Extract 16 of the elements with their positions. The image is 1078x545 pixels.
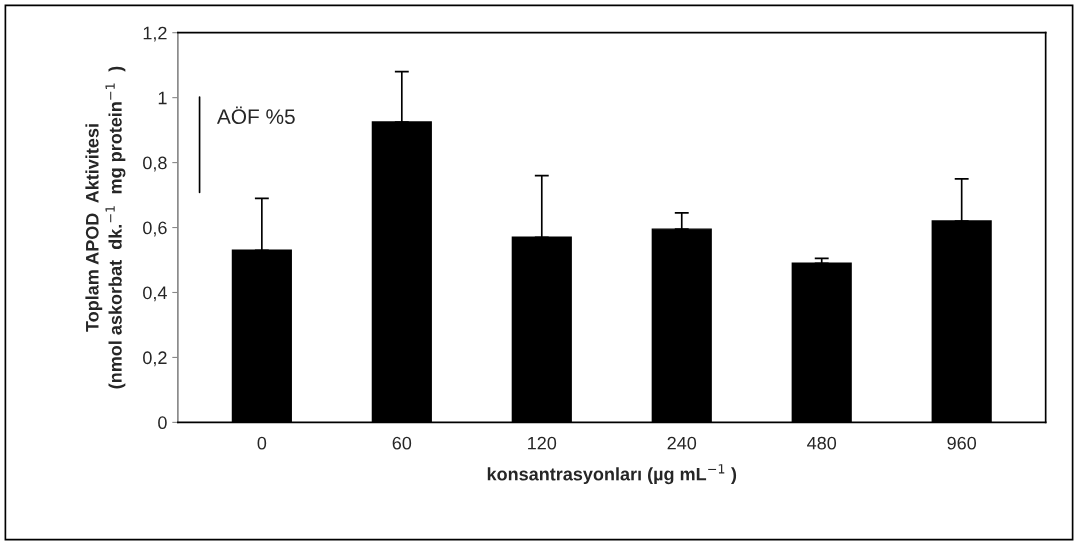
y-tick-label: 0,4 <box>143 286 167 302</box>
x-axis-title: konsantrasyonları (µg mL$^{−1}$ ) <box>487 464 737 485</box>
y-tick-label: 0,2 <box>143 351 167 367</box>
y-tick-label: 1 <box>158 91 167 105</box>
x-tick-label: 240 <box>667 436 697 450</box>
x-tick-label: 960 <box>947 436 977 450</box>
y-axis-title: Toplam APOD Aktivitesi (nmol askorbat dk.$^{−1}$ mg protein$^{−1}$ ) <box>85 66 126 389</box>
x-tick-label: 0 <box>257 436 267 450</box>
y-tick-label: 1,2 <box>143 26 167 42</box>
x-tick-label: 480 <box>807 436 837 450</box>
x-tick-label: 120 <box>528 436 557 450</box>
annotation: AÖF %5 <box>216 106 295 125</box>
x-tick-label: 60 <box>392 436 412 450</box>
y-tick-label: 0 <box>158 416 167 430</box>
y-tick-label: 0,6 <box>143 221 167 237</box>
y-tick-label: 0,8 <box>143 156 167 172</box>
